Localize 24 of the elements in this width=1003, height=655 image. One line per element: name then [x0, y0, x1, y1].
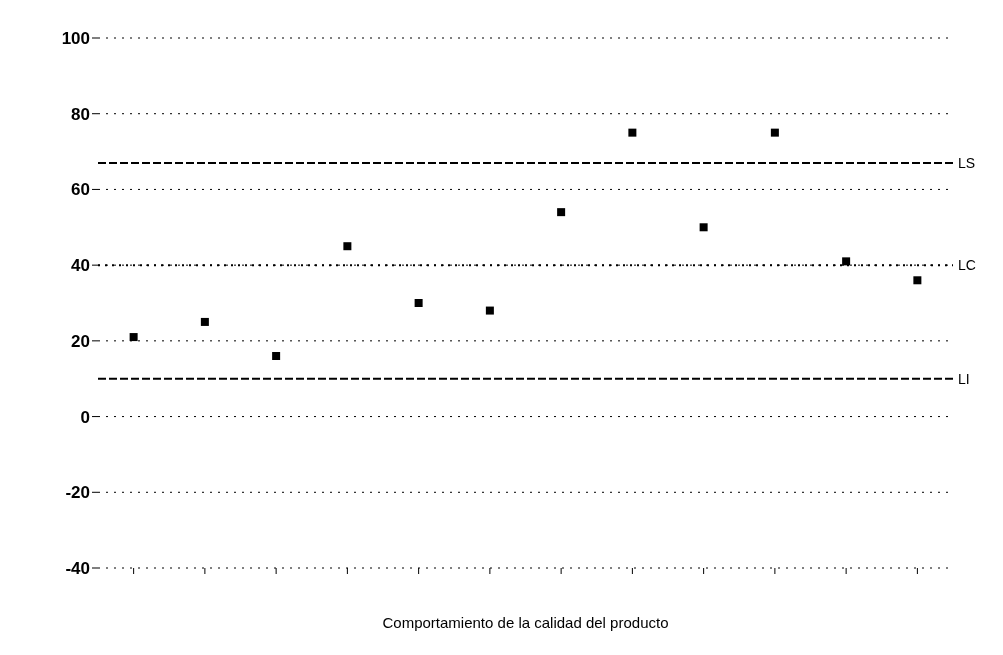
point — [129, 333, 138, 342]
ref-line-label: LC — [958, 257, 976, 274]
point — [842, 257, 851, 266]
ref-line-label: LI — [958, 370, 970, 387]
y-tick-label: 60 — [71, 180, 90, 200]
point — [557, 208, 566, 217]
point — [272, 352, 281, 360]
y-tick-label: 80 — [71, 104, 90, 124]
point — [485, 306, 494, 315]
y-tick-label: 100 — [61, 29, 90, 49]
y-tick-label: 20 — [71, 331, 90, 351]
point — [770, 128, 779, 137]
x-axis-title: Comportamiento de la calidad del producto — [382, 614, 669, 631]
point — [414, 299, 423, 307]
ref-line-label: LS — [958, 154, 976, 171]
point — [913, 276, 922, 285]
point — [343, 242, 352, 251]
point — [699, 223, 708, 232]
point — [628, 128, 637, 137]
y-tick-label: 40 — [71, 256, 90, 276]
point — [200, 317, 209, 326]
y-tick-label: -40 — [65, 559, 90, 579]
y-tick-label: -20 — [65, 483, 90, 503]
y-tick-label: 0 — [80, 407, 90, 427]
